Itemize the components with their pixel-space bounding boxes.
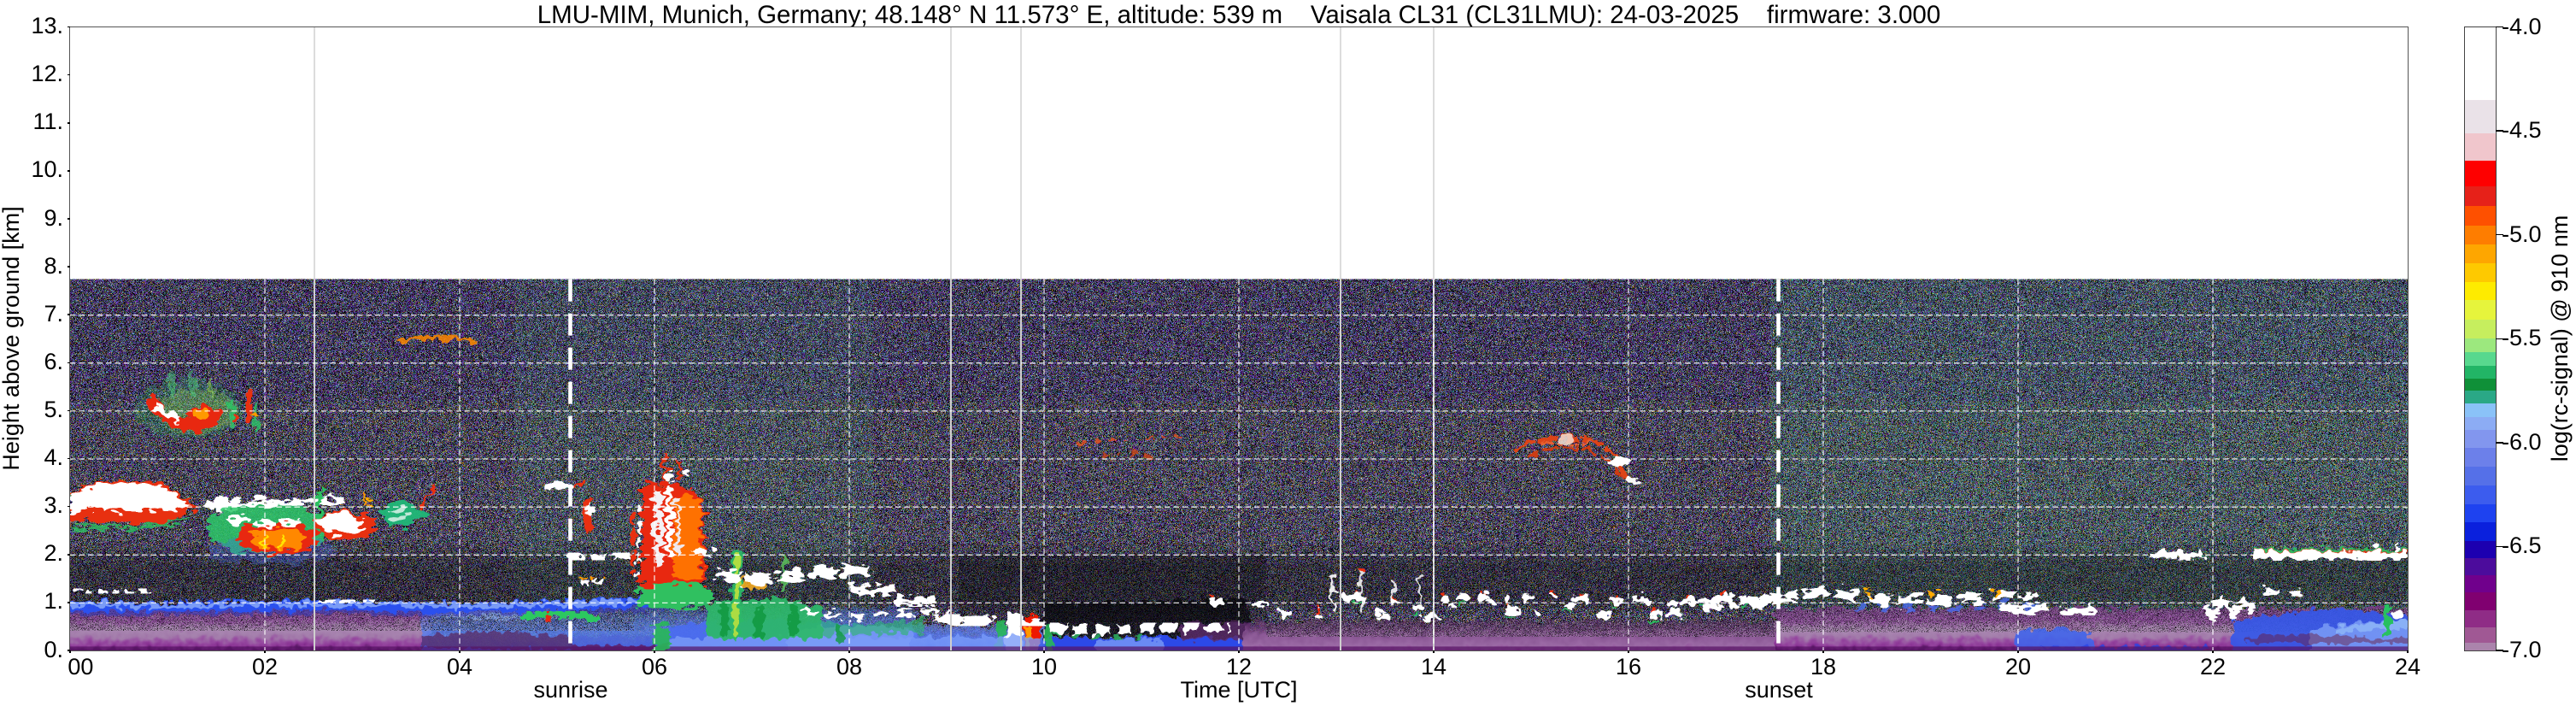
svg-text:Height above ground [km]: Height above ground [km] (0, 206, 24, 470)
svg-text:log(rc-signal) @ 910 nm: log(rc-signal) @ 910 nm (2547, 215, 2573, 462)
